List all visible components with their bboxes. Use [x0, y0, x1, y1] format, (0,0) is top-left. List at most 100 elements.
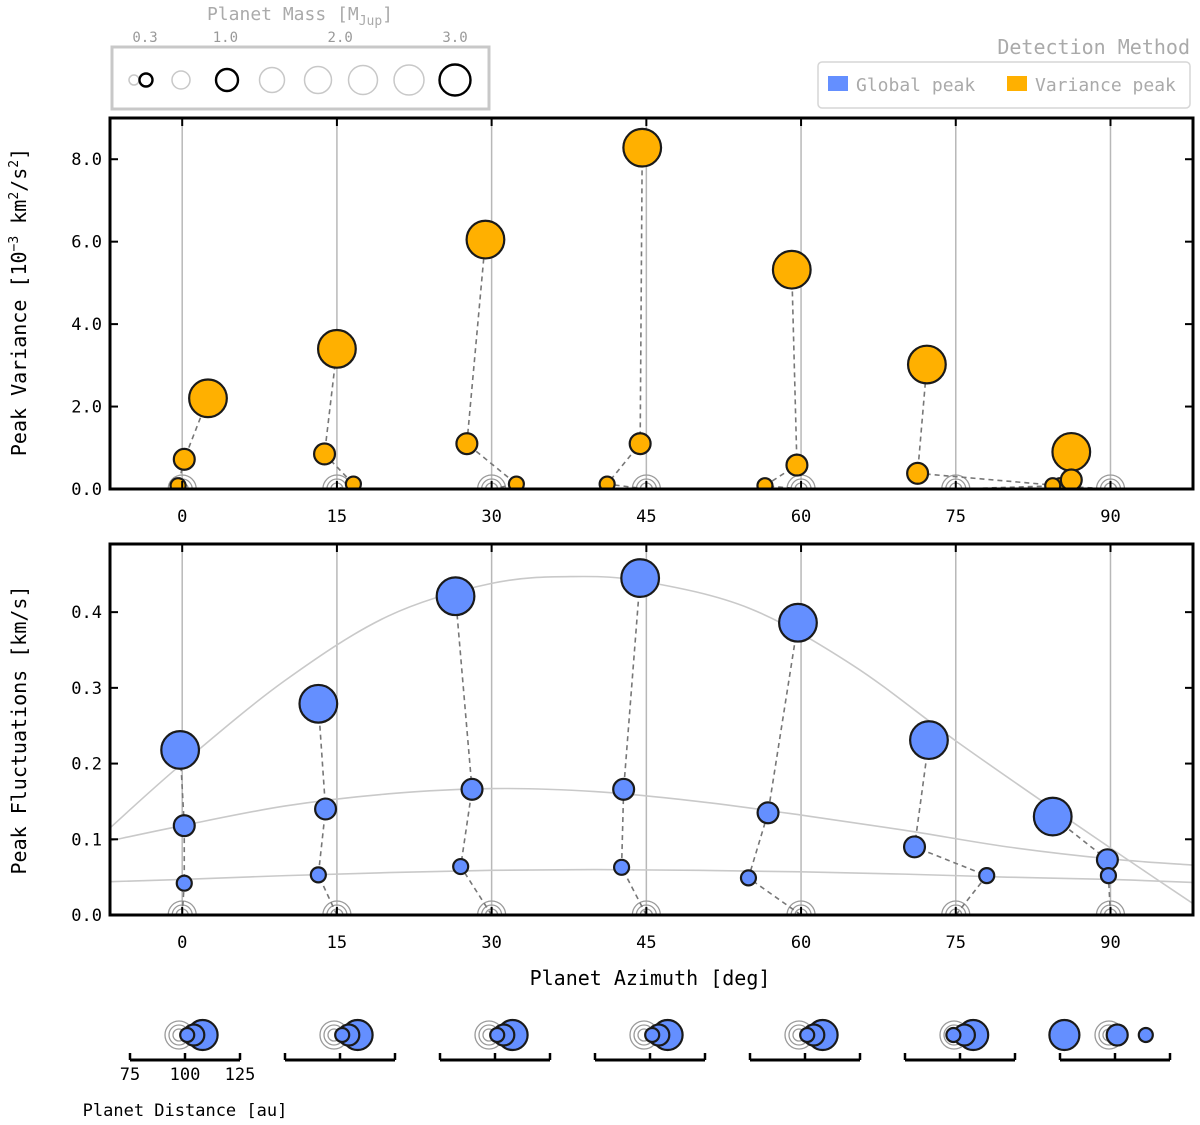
top-point-az0-m3 [188, 378, 228, 419]
top-point-az45-m3 [622, 127, 663, 168]
bottom-point-az60-m3 [778, 602, 818, 643]
top-connector-az45 [605, 147, 647, 489]
top-connector-az60 [762, 269, 802, 489]
bottom-origin-ring-45-0 [631, 900, 661, 915]
inset-planet-az90-m0.3 [1137, 1026, 1154, 1044]
inset-tick-label-1: 100 [170, 1065, 201, 1085]
top-point-az60-m0.3 [756, 477, 774, 489]
inset-az60 [748, 1018, 862, 1062]
method-legend: Detection Method Global peak Variance pe… [817, 35, 1191, 109]
top-origin-ring-0-0 [167, 474, 197, 489]
global-peak-swatch [828, 76, 848, 91]
top-point-az30-m3 [465, 219, 506, 260]
top-connector-az30 [466, 239, 519, 489]
bottom-point-az60-m1 [756, 801, 780, 825]
inset-planet-az30-m0.3 [489, 1026, 506, 1044]
top-xtick-label-1: 15 [327, 507, 347, 527]
bottom-point-az15-m0.3 [309, 866, 327, 884]
bottom-point-az0-m1 [172, 814, 196, 838]
mass-tick-label-1: 1.0 [213, 30, 238, 46]
bottom-origin-ring-15-1 [326, 904, 348, 915]
top-point-az15-m0.3 [344, 475, 363, 489]
bottom-ytick-label-0: 0.0 [71, 906, 102, 926]
mass-legend-circle-0.7 [171, 70, 191, 90]
mass-legend-circle-3 [438, 63, 472, 97]
bottom-origin-ring-0-0 [167, 900, 197, 915]
top-point-az15-m1 [312, 442, 337, 466]
top-origin-ring-60-1 [790, 478, 812, 489]
top-frame [108, 116, 1195, 491]
mass-tick-label-0: 0.3 [132, 30, 157, 46]
bottom-ylabel: Peak Fluctuations [km/s] [7, 586, 31, 875]
top-ytick-label-2: 4.0 [71, 315, 102, 335]
inset-planet-az0-m0.3 [179, 1026, 196, 1044]
bottom-xtick-label-2: 30 [481, 933, 501, 953]
top-panel: 0.0 2.0 4.0 6.0 8.0 0 15 30 45 60 75 90 [71, 116, 1195, 527]
mass-tick-label-2: 2.0 [328, 30, 353, 46]
inset-tick-label-0: 75 [120, 1065, 140, 1085]
top-point-az75-m3 [906, 344, 947, 385]
bottom-point-az75-m0.3 [978, 867, 996, 885]
bottom-point-az0-m0.3 [175, 874, 193, 892]
bottom-ytick-label-2: 0.2 [71, 755, 102, 775]
bottom-point-az90-m1 [1095, 848, 1119, 872]
bottom-xtick-label-3: 45 [636, 933, 656, 953]
top-origin-ring-75-1 [945, 478, 967, 489]
top-plot-area [167, 127, 1126, 489]
bottom-point-az30-m1 [460, 777, 484, 801]
bottom-origin-ring-60-1 [790, 904, 812, 915]
inset-planet-az90-m3 [1048, 1018, 1081, 1052]
distance-label: Planet Distance [au] [83, 1101, 288, 1121]
mass-tick-label-3: 3.0 [442, 30, 467, 46]
top-point-az15-m3 [316, 328, 357, 369]
mass-legend-circle-0.5 [138, 72, 154, 88]
top-origin-ring-90-0 [1095, 474, 1126, 489]
bottom-point-az90-m0.3 [1099, 867, 1118, 885]
inset-az90 [1048, 1018, 1172, 1062]
global-peak-label: Global peak [856, 75, 975, 96]
bottom-fit-0.3-curve [110, 868, 1193, 884]
bottom-connector-az45 [620, 578, 648, 915]
inset-planet-az75-m0.3 [945, 1026, 962, 1044]
inset-az0 [128, 1018, 242, 1062]
bottom-xtick-label-1: 15 [327, 933, 347, 953]
mass-legend-circle-1.8 [303, 65, 333, 95]
bottom-plot-area [110, 558, 1193, 915]
mass-legend: Planet Mass [MJup] 0.3 1.0 2.0 3.0 [110, 4, 491, 111]
bottom-origin-ring-75-1 [945, 904, 967, 915]
top-point-az45-m0.3 [598, 475, 616, 489]
top-point-az60-m1 [785, 453, 809, 477]
mass-legend-title-sub: Jup [359, 14, 383, 29]
bottom-xtick-label-5: 75 [946, 933, 966, 953]
bottom-point-az15-m3 [298, 683, 339, 724]
top-origin-ring-75-0 [941, 474, 971, 489]
bottom-xtick-label-0: 0 [177, 933, 187, 953]
bottom-point-az45-m1 [612, 777, 636, 801]
bottom-fit-3.0-curve [110, 575, 1193, 905]
top-origin-ring-15-1 [326, 478, 348, 489]
inset-planet-az45-m0.3 [644, 1026, 661, 1044]
bottom-xtick-label-6: 90 [1100, 933, 1120, 953]
mass-legend-circle-1.4 [258, 66, 286, 94]
bottom-ytick-label-4: 0.4 [71, 603, 102, 623]
top-connector-az75 [916, 364, 1061, 489]
top-point-az90-m0.3 [1044, 477, 1062, 489]
top-xtick-label-5: 75 [946, 507, 966, 527]
mass-legend-circle-2.2 [347, 64, 379, 96]
inset-planet-az60-m0.3 [799, 1026, 816, 1044]
mass-legend-circle-2.6 [393, 64, 425, 96]
top-origin-ring-45-0 [631, 474, 661, 489]
inset-az30 [438, 1018, 552, 1062]
bottom-origin-ring-15-0 [322, 900, 352, 915]
top-ytick-label-1: 2.0 [71, 398, 102, 418]
bottom-origin-ring-75-0 [941, 900, 971, 915]
inset-az75 [903, 1018, 1017, 1062]
top-xtick-label-2: 30 [481, 507, 501, 527]
bottom-point-az30-m3 [435, 576, 476, 617]
mass-legend-box [110, 45, 491, 111]
inset-tick-label-2: 125 [225, 1065, 256, 1085]
bottom-point-az45-m0.3 [612, 858, 631, 876]
method-legend-box [817, 61, 1191, 109]
inset-planet-az90-m1 [1105, 1023, 1129, 1047]
